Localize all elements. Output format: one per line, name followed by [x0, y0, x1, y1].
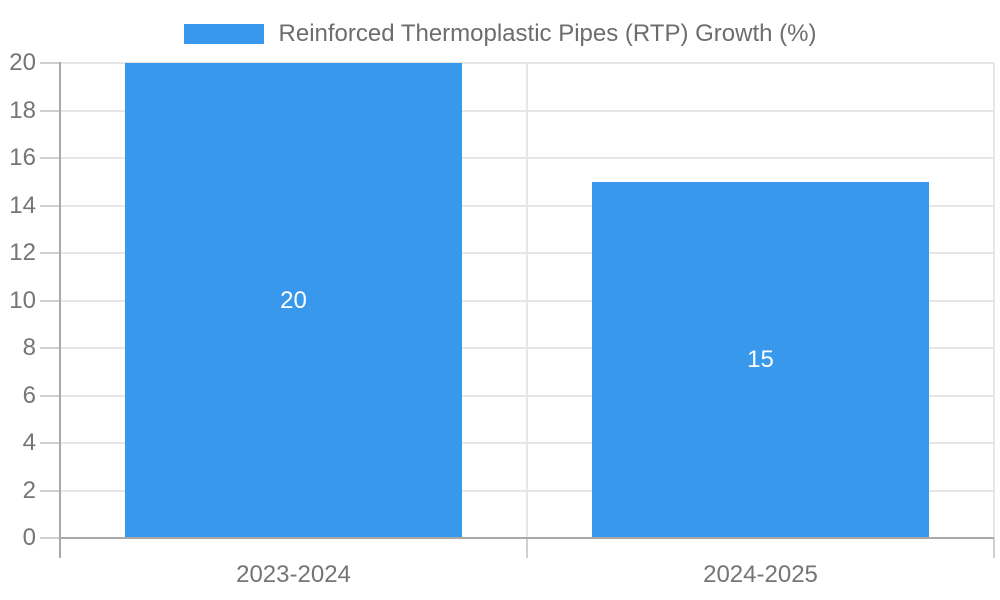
y-tick-mark	[40, 442, 60, 444]
legend-label[interactable]: Reinforced Thermoplastic Pipes (RTP) Gro…	[278, 20, 817, 47]
y-tick-label: 18	[9, 96, 36, 124]
y-tick-mark	[40, 252, 60, 254]
bar[interactable]	[592, 181, 929, 538]
y-tick-mark	[40, 489, 60, 492]
y-tick-label: 20	[9, 49, 36, 76]
x-tick-mark	[526, 538, 528, 558]
y-tick-mark	[40, 347, 60, 349]
y-tick-label: 4	[22, 429, 36, 456]
x-axis-line	[60, 537, 994, 539]
y-axis-line	[59, 62, 61, 558]
legend: Reinforced Thermoplastic Pipes (RTP) Gro…	[0, 20, 1000, 48]
v-gridline	[526, 63, 528, 538]
y-tick-mark	[40, 394, 60, 397]
legend-swatch[interactable]	[183, 24, 264, 44]
bar-value-label: 15	[747, 345, 774, 373]
bar-value-label: 20	[280, 286, 307, 314]
y-tick-mark	[40, 299, 60, 302]
y-tick-mark	[40, 62, 60, 64]
y-tick-label: 16	[9, 144, 36, 171]
y-tick-label: 2	[22, 476, 36, 504]
x-tick-label: 2024-2025	[703, 561, 818, 588]
x-tick-mark	[993, 538, 995, 558]
y-tick-label: 10	[9, 286, 36, 314]
bar[interactable]	[125, 63, 462, 538]
y-tick-mark	[40, 109, 60, 112]
y-tick-label: 12	[9, 239, 36, 266]
y-tick-label: 8	[22, 334, 36, 361]
x-tick-label: 2023-2024	[236, 561, 351, 588]
y-tick-mark	[40, 204, 60, 207]
y-tick-label: 0	[22, 524, 36, 551]
y-tick-mark	[40, 157, 60, 159]
y-tick-label: 6	[22, 381, 36, 409]
y-tick-mark	[40, 537, 60, 539]
y-tick-label: 14	[9, 191, 36, 219]
v-gridline	[993, 63, 995, 538]
